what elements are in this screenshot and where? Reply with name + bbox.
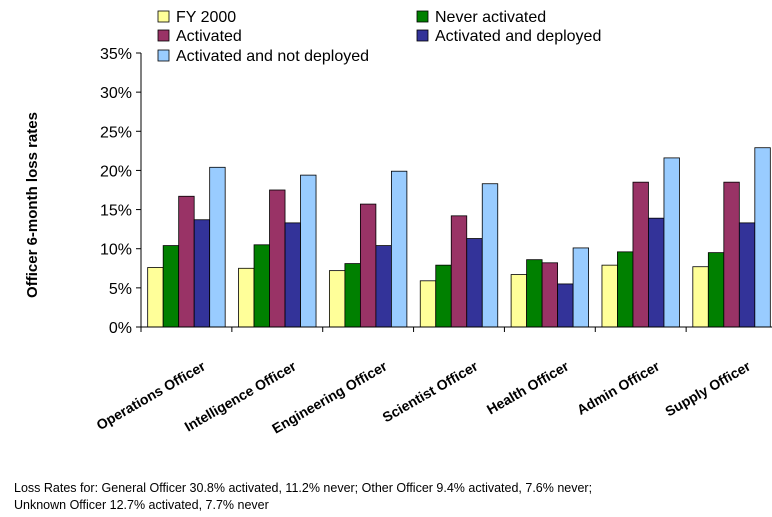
bar: [162, 245, 180, 328]
bar: [344, 263, 361, 328]
legend-swatch: [416, 10, 429, 23]
bar: [707, 252, 725, 328]
bar: [526, 259, 543, 328]
bar: [300, 174, 317, 328]
legend-label: FY 2000: [176, 9, 236, 26]
bar: [541, 262, 559, 328]
y-tick-label: 5%: [109, 281, 132, 298]
y-tick-label: 35%: [100, 46, 132, 63]
legend-swatch: [157, 49, 170, 62]
bar: [193, 219, 211, 328]
y-tick-label: 20%: [100, 163, 132, 180]
bar: [754, 147, 771, 328]
bar: [723, 181, 740, 328]
bar: [738, 222, 756, 328]
legend-label: Activated: [176, 28, 242, 45]
bar: [435, 264, 452, 328]
legend: FY 2000 Never activated Activated Activated…: [157, 9, 601, 65]
y-tick-label: 15%: [100, 203, 132, 220]
bar: [632, 181, 649, 328]
y-tick-label: 30%: [100, 85, 132, 102]
legend-label: Never activated: [435, 9, 546, 26]
bar: [359, 203, 377, 328]
legend-swatch: [157, 29, 170, 42]
bar: [390, 170, 408, 328]
bar: [328, 270, 346, 328]
bar: [481, 183, 499, 328]
bar: [572, 247, 590, 328]
bar: [269, 189, 286, 328]
legend-label: Activated and deployed: [435, 28, 601, 45]
bar: [617, 251, 634, 328]
bar: [510, 274, 528, 328]
bar: [375, 245, 392, 328]
bar: [284, 222, 301, 328]
bar: [238, 267, 255, 328]
legend-swatch: [416, 29, 429, 42]
bar: [147, 267, 164, 328]
bar: [601, 264, 618, 328]
bar: [253, 244, 270, 328]
footnote-line-2: Unknown Officer 12.7% activated, 7.7% ne…: [14, 498, 269, 512]
bar: [419, 280, 437, 328]
bar: [450, 215, 468, 328]
x-category-label: Supply Officer: [662, 357, 753, 419]
x-category-label: Health Officer: [484, 357, 572, 417]
bar: [178, 195, 195, 328]
bar: [209, 166, 226, 328]
bar: [648, 217, 665, 328]
footnote: Loss Rates for: General Officer 30.8% ac…: [14, 480, 764, 514]
bar: [466, 238, 483, 328]
bar: [663, 157, 680, 328]
bar: [557, 283, 574, 328]
y-tick-label: 10%: [100, 242, 132, 259]
bar: [692, 266, 709, 328]
bars: [147, 147, 771, 328]
x-category-label: Scientist Officer: [380, 357, 481, 425]
y-axis-label: Officer 6-month loss rates: [24, 112, 41, 298]
footnote-line-1: Loss Rates for: General Officer 30.8% ac…: [14, 481, 593, 495]
y-tick-label: 0%: [109, 320, 132, 337]
y-axis: 0% 5% 10% 15% 20% 25% 30% 35%: [100, 46, 142, 337]
y-tick-label: 25%: [100, 124, 132, 141]
x-category-label: Admin Officer: [574, 357, 663, 417]
legend-label: Activated and not deployed: [176, 48, 369, 65]
legend-swatch: [157, 10, 170, 23]
